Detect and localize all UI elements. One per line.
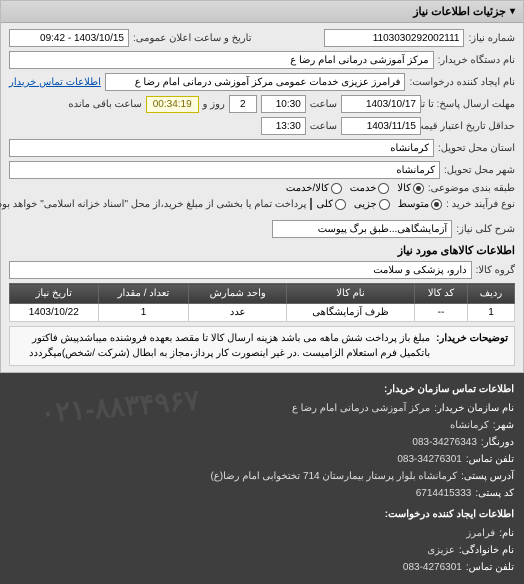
col-unit: واحد شمارش [189,284,286,304]
name-v: فرامرز [466,525,495,542]
time-label-2: ساعت [310,121,337,132]
contact-section: ۰۲۱-۸۸۳۴۹۶۷ اطلاعات تماس سازمان خریدار: … [0,373,524,584]
post-k: کد پستی: [475,485,514,502]
cat-option-2[interactable]: کالا/خدمت [286,183,342,194]
ptype-option-1[interactable]: جزیی [354,199,390,210]
req-no-label: شماره نیاز: [468,33,515,44]
lname-k: نام خانوادگی: [459,542,514,559]
city-k: شهر: [493,417,514,434]
days-field: 2 [229,95,257,113]
details-panel: ▾ جزئیات اطلاعات نیاز شماره نیاز: 110303… [0,0,524,373]
treasury-checkbox[interactable] [310,198,312,210]
cell-unit: عدد [189,304,286,322]
buyer-org-field: مرکز آموزشی درمانی امام رضا ع [9,51,434,69]
deadline-label: مهلت ارسال پاسخ: تا تاریخ: [425,99,515,110]
cat-option-0[interactable]: کالا [397,183,424,194]
announce-field: 1403/10/15 - 09:42 [9,29,129,47]
creator-field: فرامرز عزیزی خدمات عمومی مرکز آموزشی درم… [105,73,406,91]
panel-header: ▾ جزئیات اطلاعات نیاز [1,1,523,23]
treasury-label: پرداخت تمام یا بخشی از مبلغ خرید،از محل … [0,199,306,210]
cphone-k: تلفن تماس: [466,559,514,576]
creator-label: نام ایجاد کننده درخواست: [409,77,515,88]
contact-header-2: اطلاعات ایجاد کننده درخواست: [10,506,514,523]
note-text: مبلغ باز پرداخت شش ماهه می باشد هزینه ار… [16,331,430,361]
radio-icon [331,183,342,194]
goods-section-title: اطلاعات کالاهای مورد نیاز [9,244,515,257]
panel-title: جزئیات اطلاعات نیاز [413,5,506,18]
cphone-v: 083-4276301 [403,559,462,576]
addr-v: کرمانشاه بلوار پرستار بیمارستان 714 تختخ… [210,468,457,485]
org-k: نام سازمان خریدار: [434,400,514,417]
announce-label: تاریخ و ساعت اعلان عمومی: [133,33,252,44]
cell-name: ظرف آزمایشگاهی [286,304,414,322]
deadline-date-field: 1403/10/17 [341,95,421,113]
cat-option-1[interactable]: خدمت [350,183,390,194]
deadline-time-field: 10:30 [261,95,306,113]
city-label: شهر محل تحویل: [444,165,515,176]
radio-icon [379,199,390,210]
lname-v: عزیزی [427,542,455,559]
cell-qty: 1 [98,304,189,322]
fax-k: دورنگار: [481,434,514,451]
group-field: دارو، پزشکی و سلامت [9,261,472,279]
table-header-row: ردیف کد کالا نام کالا واحد شمارش تعداد /… [10,284,515,304]
subject-field: آزمایشگاهی...طبق برگ پیوست [272,220,452,238]
addr-k: آدرس پستی: [461,468,514,485]
req-no-field: 1103030292002111 [324,29,464,47]
city-field: کرمانشاه [9,161,440,179]
table-row[interactable]: 1 -- ظرف آزمایشگاهی عدد 1 1403/10/22 [10,304,515,322]
col-name: نام کالا [286,284,414,304]
collapse-icon[interactable]: ▾ [510,6,515,17]
org-v: مرکز آموزشی درمانی امام رضا ع [292,400,430,417]
name-k: نام: [499,525,514,542]
valid-label: حداقل تاریخ اعتبار قیمت: تا تاریخ: [425,121,515,132]
city-v: کرمانشاه [450,417,489,434]
phone-k: تلفن تماس: [466,451,514,468]
ptype-option-2[interactable]: کلی [316,199,345,210]
cell-date: 1403/10/22 [10,304,99,322]
radio-icon [335,199,346,210]
buyer-org-label: نام دستگاه خریدار: [438,55,515,66]
col-code: کد کالا [415,284,468,304]
ptype-radio-group: متوسط جزیی کلی [316,199,442,210]
countdown-label: ساعت باقی مانده [68,99,141,110]
countdown-field: 00:34:19 [146,96,199,113]
ptype-label: نوع فرآیند خرید : [446,199,515,210]
valid-date-field: 1403/11/15 [341,117,421,135]
cell-code: -- [415,304,468,322]
col-date: تاریخ نیاز [10,284,99,304]
radio-icon [431,199,442,210]
radio-icon [413,183,424,194]
goods-table: ردیف کد کالا نام کالا واحد شمارش تعداد /… [9,283,515,322]
panel-body: شماره نیاز: 1103030292002111 تاریخ و ساع… [1,23,523,372]
contact-link[interactable]: اطلاعات تماس خریدار [9,77,101,88]
post-v: 6714415333 [416,485,472,502]
buyer-note-box: توضیحات خریدار: مبلغ باز پرداخت شش ماهه … [9,326,515,366]
contact-header-1: اطلاعات تماس سازمان خریدار: [10,381,514,398]
valid-time-field: 13:30 [261,117,306,135]
phone-v: 083-34276301 [397,451,462,468]
time-label-1: ساعت [310,99,337,110]
ptype-option-0[interactable]: متوسط [398,199,442,210]
category-label: طبقه بندی موضوعی: [428,183,515,194]
group-label: گروه کالا: [476,265,515,276]
days-label: روز و [203,99,225,110]
cell-row: 1 [467,304,514,322]
subject-label: شرح کلی نیاز: [456,224,515,235]
fax-v: 083-34276343 [412,434,477,451]
province-field: کرمانشاه [9,139,434,157]
province-label: استان محل تحویل: [438,143,515,154]
col-qty: تعداد / مقدار [98,284,189,304]
note-label: توضیحات خریدار: [436,331,508,361]
radio-icon [378,183,389,194]
category-radio-group: کالا خدمت کالا/خدمت [286,183,424,194]
col-row: ردیف [467,284,514,304]
